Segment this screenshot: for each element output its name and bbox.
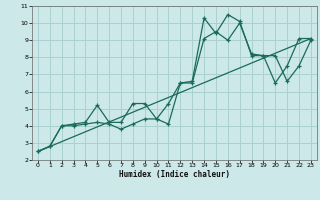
X-axis label: Humidex (Indice chaleur): Humidex (Indice chaleur) bbox=[119, 170, 230, 179]
